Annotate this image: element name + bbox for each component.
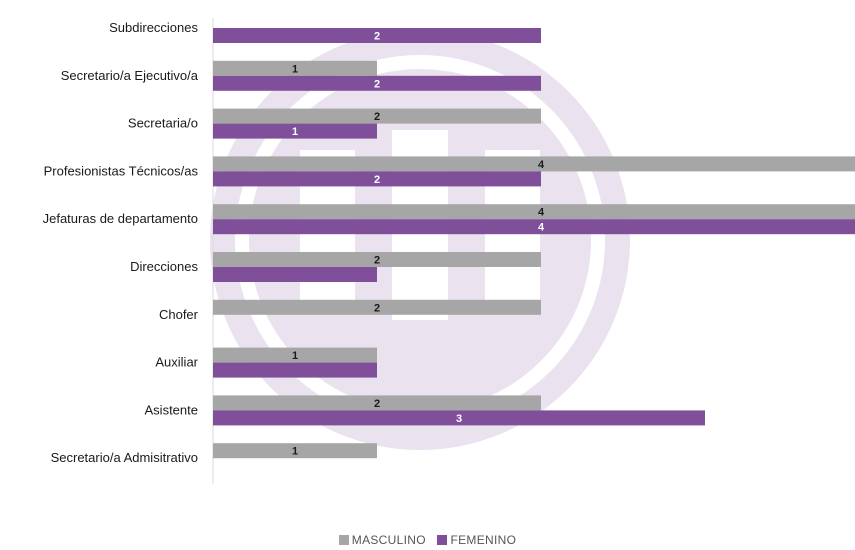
bar-femenino-subdirecciones [213,28,541,43]
category-label-direcciones: Direcciones [130,259,198,274]
category-label-profesionistas-tecnicos-as: Profesionistas Técnicos/as [44,163,199,178]
bar-masculino-secretario-a-admisitrativo [213,443,377,459]
legend-label-femenino: FEMENINO [450,533,517,547]
bar-masculino-chofer [213,299,541,315]
category-label-secretario-a-ejecutivo-a: Secretario/a Ejecutivo/a [61,68,199,83]
bar-femenino-auxiliar [213,362,377,378]
data-label-masculino-asistente: 2 [374,398,380,410]
category-label-auxiliar: Auxiliar [155,355,198,370]
data-label-femenino-secretaria-o: 1 [292,126,298,138]
category-label-secretaria-o: Secretaria/o [128,116,198,131]
bar-masculino-profesionistas-tecnicos-as [213,156,855,172]
bar-masculino-asistente [213,395,541,411]
bar-femenino-direcciones [213,267,377,282]
watermark-logo [210,30,630,450]
bar-femenino-profesionistas-tecnicos-as [213,171,541,187]
legend-swatch-masculino [338,535,349,545]
legend-item-masculino: MASCULINO [338,533,426,547]
data-label-masculino-direcciones: 2 [374,255,380,267]
bar-femenino-secretaria-o [213,123,377,139]
bar-masculino-direcciones [213,252,541,267]
bar-masculino-auxiliar [213,347,377,363]
data-label-femenino-profesionistas-tecnicos-as: 2 [374,174,380,186]
bar-femenino-secretario-a-ejecutivo-a [213,75,541,91]
category-label-jefaturas-de-departamento: Jefaturas de departamento [43,211,198,226]
bar-masculino-jefaturas-de-departamento [213,204,855,220]
legend: MASCULINO FEMENINO [0,533,855,547]
legend-item-femenino: FEMENINO [437,533,516,547]
data-label-femenino-jefaturas-de-departamento: 4 [538,222,545,234]
data-label-masculino-secretario-a-ejecutivo-a: 1 [292,63,298,75]
category-label-chofer: Chofer [159,307,199,322]
category-label-asistente: Asistente [145,402,198,417]
data-label-masculino-profesionistas-tecnicos-as: 4 [538,159,545,171]
category-label-secretario-a-admisitrativo: Secretario/a Admisitrativo [51,450,198,465]
data-label-masculino-jefaturas-de-departamento: 4 [538,207,545,219]
bar-femenino-asistente [213,410,705,426]
data-label-masculino-secretario-a-admisitrativo: 1 [292,446,298,458]
data-label-masculino-secretaria-o: 2 [374,111,380,123]
bar-masculino-secretario-a-ejecutivo-a [213,60,377,76]
data-label-masculino-auxiliar: 1 [292,350,298,362]
data-label-femenino-secretario-a-ejecutivo-a: 2 [374,78,380,90]
category-label-subdirecciones: Subdirecciones [109,20,198,35]
legend-swatch-femenino [437,535,448,545]
data-label-masculino-chofer: 2 [374,302,380,314]
bar-femenino-jefaturas-de-departamento [213,219,855,235]
bar-masculino-secretaria-o [213,108,541,124]
legend-label-masculino: MASCULINO [351,533,426,547]
data-label-femenino-asistente: 3 [456,413,462,425]
data-label-femenino-subdirecciones: 2 [374,31,380,43]
